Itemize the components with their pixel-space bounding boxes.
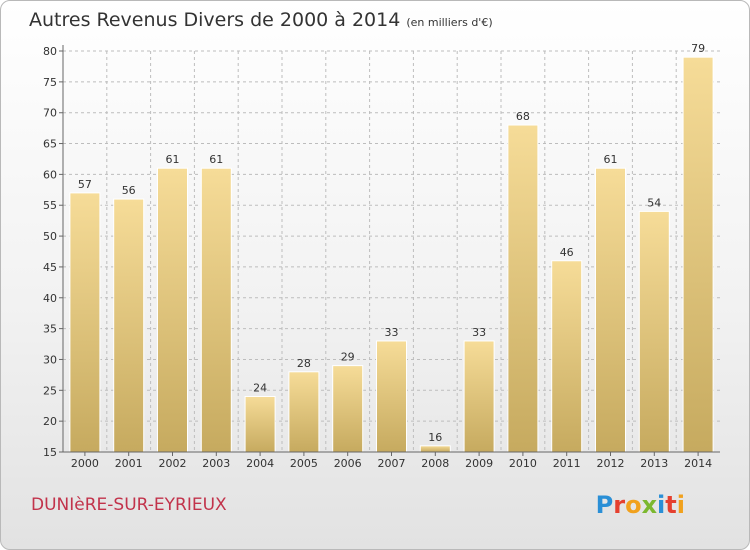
bar-value-label: 46 [560, 246, 574, 259]
x-tick-label: 2002 [159, 457, 187, 470]
bar [376, 340, 407, 453]
x-tick-label: 2007 [378, 457, 406, 470]
bar [419, 445, 451, 453]
x-tick-label: 2010 [509, 457, 537, 470]
x-tick-label: 2013 [640, 457, 668, 470]
chart-title: Autres Revenus Divers de 2000 à 2014 (en … [29, 9, 493, 31]
bar-value-label: 33 [385, 326, 399, 339]
y-tick-label: 65 [43, 138, 57, 151]
bar-value-label: 56 [122, 184, 136, 197]
y-tick-label: 75 [43, 76, 57, 89]
bar [682, 56, 714, 453]
x-tick-label: 2006 [334, 457, 362, 470]
chart-subtitle: (en milliers d'€) [406, 16, 493, 29]
bar [332, 365, 364, 453]
x-tick-label: 2005 [290, 457, 318, 470]
bar [463, 340, 495, 453]
bar [200, 167, 232, 453]
x-tick-label: 2000 [71, 457, 99, 470]
y-tick-label: 20 [43, 415, 57, 428]
logo-letter: t [665, 491, 677, 519]
y-tick-label: 70 [43, 107, 57, 120]
logo-letter: i [676, 491, 685, 519]
proxiti-logo[interactable]: Proxiti [596, 491, 685, 519]
bar-value-label: 61 [166, 153, 180, 166]
y-tick-label: 15 [43, 446, 57, 459]
bar-value-label: 61 [209, 153, 223, 166]
bar [288, 371, 320, 453]
y-tick-label: 35 [43, 323, 57, 336]
bar-value-label: 28 [297, 357, 311, 370]
chart-title-text: Autres Revenus Divers de 2000 à 2014 [29, 9, 401, 31]
bar-value-label: 57 [78, 178, 92, 191]
y-tick-label: 80 [43, 45, 57, 58]
x-tick-label: 2004 [246, 457, 274, 470]
bar-value-label: 68 [516, 110, 530, 123]
y-tick-label: 50 [43, 230, 57, 243]
bar [595, 167, 626, 453]
city-name: DUNIèRE-SUR-EYRIEUX [31, 495, 227, 515]
bar-value-label: 24 [253, 381, 267, 394]
logo-letter: o [625, 491, 642, 519]
logo-letter: i [657, 491, 666, 519]
bar [157, 167, 188, 453]
x-tick-label: 2008 [421, 457, 449, 470]
y-tick-label: 40 [43, 292, 57, 305]
axis-layer: 15 20 25 30 35 40 45 50 55 60 65 70 75 80 2000 2001 2002… [43, 45, 720, 470]
x-tick-label: 2001 [115, 457, 143, 470]
bar [244, 395, 276, 453]
x-tick-label: 2009 [465, 457, 493, 470]
bar [113, 198, 145, 453]
bar-value-label: 29 [341, 351, 355, 364]
bars-layer: 57 56 61 61 24 28 29 33 16 33 68 46 61 54 79 [69, 42, 714, 453]
y-tick-label: 60 [43, 168, 57, 181]
y-tick-label: 55 [43, 199, 57, 212]
x-tick-label: 2014 [684, 457, 712, 470]
logo-letter: x [641, 491, 658, 519]
bar-value-label: 61 [604, 153, 618, 166]
x-tick-label: 2011 [553, 457, 581, 470]
bar-value-label: 16 [428, 431, 442, 444]
logo-letter: r [613, 491, 626, 519]
x-tick-label: 2003 [202, 457, 230, 470]
bar-value-label: 79 [691, 42, 705, 55]
x-tick-label: 2012 [597, 457, 625, 470]
y-tick-label: 30 [43, 353, 57, 366]
y-tick-label: 25 [43, 384, 57, 397]
bar-value-label: 33 [472, 326, 486, 339]
bar-value-label: 54 [647, 196, 661, 209]
bar [507, 124, 539, 453]
bar [69, 192, 101, 453]
bar [638, 210, 670, 453]
bar [551, 260, 583, 453]
logo-letter: P [595, 491, 614, 519]
y-tick-label: 45 [43, 261, 57, 274]
